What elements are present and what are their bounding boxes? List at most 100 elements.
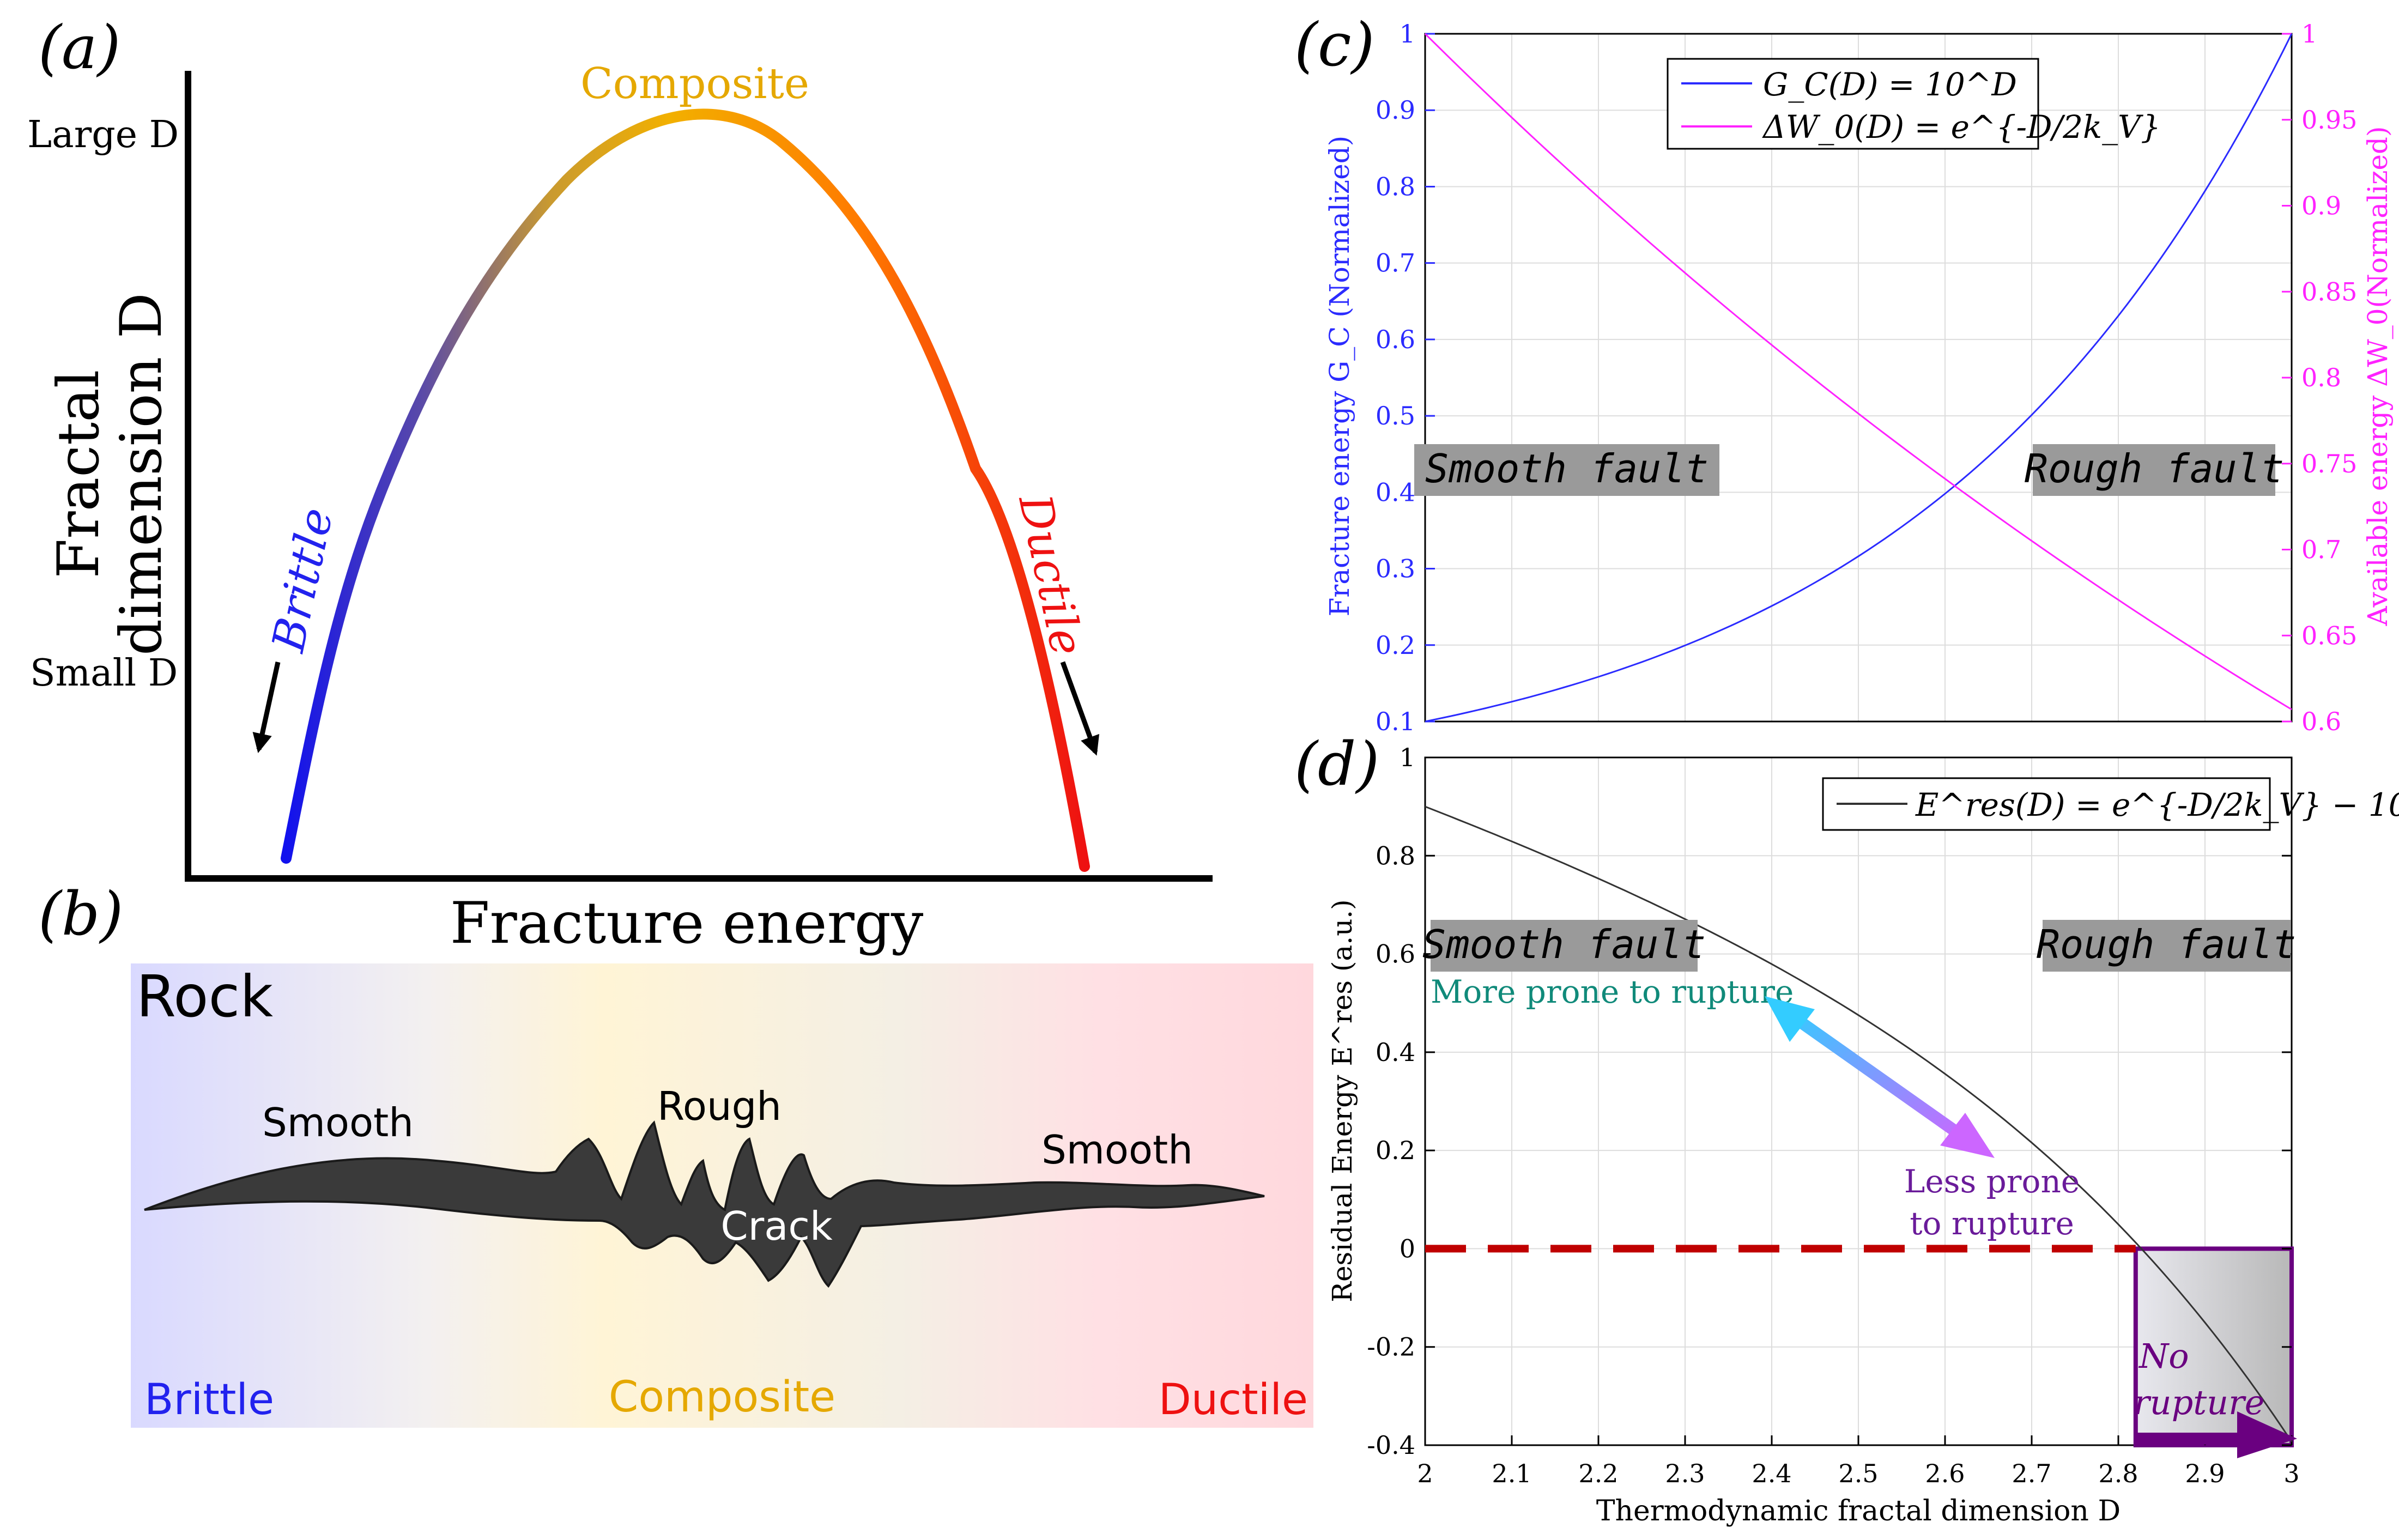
- panel-a-ylabel-line1: Fractal: [45, 370, 112, 579]
- panel-d-ylabel: Residual Energy E^res (a.u.): [1326, 899, 1358, 1302]
- panel-c-legend-box: [1667, 58, 2039, 150]
- rough-fault-box-d: [2043, 920, 2291, 972]
- less-prone-label-line1: Less prone: [1904, 1163, 2080, 1200]
- panel-a-label: (a): [38, 13, 120, 82]
- panel-c-right-ticks: 0.6 0.65 0.7 0.75 0.8 0.85 0.9 0.95 1: [2282, 19, 2357, 736]
- tick-label-left: 0.1: [1376, 707, 1415, 736]
- less-prone-label-line2: to rupture: [1910, 1205, 2074, 1242]
- tick-label-y: 0.2: [1376, 1136, 1415, 1165]
- tick-label-right: 0.9: [2301, 191, 2341, 221]
- tick-label-left: 0.9: [1376, 95, 1415, 125]
- prone-arrow-head-down: [1940, 1113, 1995, 1158]
- legend-dw-text: ΔW_0(D) = e^{-D/2k_V}: [1762, 108, 2161, 145]
- rough-fault-label-c: Rough fault: [2025, 446, 2285, 492]
- tick-label-x: 2.4: [1752, 1459, 1791, 1488]
- smooth-left-label: Smooth: [262, 1100, 414, 1145]
- ductile-arrow: [1060, 661, 1100, 756]
- brittle-arrow: [252, 662, 281, 754]
- panel-b: (b) Rock Smooth Rough Smooth Crack Britt…: [38, 879, 1313, 1428]
- smooth-right-label: Smooth: [1041, 1127, 1193, 1173]
- legend-gc-text: G_C(D) = 10^D: [1763, 66, 2017, 103]
- panel-b-label: (b): [38, 879, 123, 949]
- tick-label-right: 0.7: [2301, 535, 2341, 565]
- tick-label-x: 2.3: [1665, 1459, 1705, 1488]
- tick-label-x: 2.1: [1492, 1459, 1531, 1488]
- tick-label-y: 0: [1400, 1234, 1415, 1263]
- tick-label-y: 0.4: [1376, 1038, 1415, 1067]
- tick-label-x: 2.8: [2098, 1459, 2138, 1488]
- tick-label-left: 0.5: [1376, 401, 1415, 431]
- no-rupture-arrow-head: [2237, 1411, 2297, 1458]
- panel-d-label: (d): [1294, 729, 1379, 799]
- crack-shape: [144, 1120, 1265, 1288]
- tick-label-x: 2.7: [2012, 1459, 2051, 1488]
- composite-bottom-label: Composite: [609, 1373, 835, 1422]
- tick-label-right: 0.6: [2301, 707, 2341, 736]
- prone-arrow-shaft: [1779, 1005, 1976, 1148]
- tick-label-x: 2.9: [2185, 1459, 2225, 1488]
- small-d-label: Small D: [30, 652, 178, 695]
- panel-d: (d) 2 2.1 2.2 2.3 2.4 2.5 2.6 2.7 2.8 2.9 3 -0.4 -0.…: [1294, 729, 2399, 1527]
- fractal-curve: [281, 108, 1090, 872]
- no-rupture-region: [2133, 1246, 2294, 1447]
- tick-label-y: 0.6: [1376, 939, 1415, 969]
- tick-label-right: 0.95: [2301, 105, 2357, 135]
- tick-label-y: 0.8: [1376, 841, 1415, 870]
- panel-c-label: (c): [1294, 10, 1374, 80]
- tick-label-left: 0.6: [1376, 325, 1415, 354]
- tick-label-x: 2.6: [1925, 1459, 1965, 1488]
- panel-c-ylabel-left: Fracture energy G_C (Normalized): [1324, 136, 1355, 617]
- series-eres-line: [1425, 805, 2293, 1442]
- rough-label: Rough: [657, 1083, 782, 1129]
- panel-d-ticks: 2 2.1 2.2 2.3 2.4 2.5 2.6 2.7 2.8 2.9 3 -0.4 -0.2 0 0.…: [1367, 743, 2299, 1488]
- tick-label-left: 0.3: [1376, 554, 1415, 584]
- composite-label: Composite: [580, 59, 809, 108]
- tick-label-left: 0.8: [1376, 172, 1415, 201]
- tick-label-x: 2.5: [1838, 1459, 1878, 1488]
- tick-label-right: 1: [2301, 19, 2317, 48]
- large-d-label: Large D: [27, 113, 179, 156]
- ductile-bottom-label: Ductile: [1159, 1375, 1308, 1424]
- panel-c-legend: G_C(D) = 10^D ΔW_0(D) = e^{-D/2k_V}: [1667, 58, 2161, 150]
- panel-c-ylabel-right: Available energy ΔW_0(Normalized): [2362, 126, 2394, 626]
- smooth-fault-box-d: [1431, 920, 1698, 972]
- panel-c: (c) 0.1 0.2 0.3 0.4 0.5 0.6 0.7 0.8 0.9 1 0.6 0.65…: [1294, 10, 2394, 736]
- rough-fault-box-c: [2033, 444, 2275, 496]
- tick-label-right: 0.75: [2301, 449, 2357, 478]
- panel-d-legend: E^res(D) = e^{-D/2k_V} − 10^D: [1822, 777, 2399, 831]
- panel-d-grid: [1425, 757, 2292, 1446]
- tick-label-left: 0.7: [1376, 248, 1415, 278]
- no-rupture-label-line1: No: [2138, 1336, 2189, 1376]
- crack-label: Crack: [720, 1203, 833, 1249]
- tick-label-y: -0.4: [1367, 1430, 1415, 1460]
- panel-d-xlabel: Thermodynamic fractal dimension D: [1596, 1495, 2121, 1527]
- tick-label-right: 0.8: [2301, 363, 2341, 392]
- tick-label-y: 1: [1400, 743, 1415, 772]
- series-gc-line: [1425, 33, 2293, 723]
- tick-label-x: 2.2: [1578, 1459, 1618, 1488]
- series-dw-line: [1424, 33, 2292, 711]
- panel-a-ylabel-line2: dimension D: [108, 293, 174, 656]
- tick-label-left: 1: [1400, 19, 1415, 48]
- legend-eres-text: E^res(D) = e^{-D/2k_V} − 10^D: [1915, 786, 2399, 823]
- panel-a: (a) Fractal dimension D Fracture energy …: [27, 13, 1213, 956]
- smooth-fault-label-c: Smooth fault: [1425, 446, 1709, 492]
- rough-fault-label-d: Rough fault: [2037, 921, 2297, 967]
- tick-label-left: 0.2: [1376, 630, 1415, 660]
- prone-arrow-head-up: [1765, 996, 1815, 1042]
- rock-label: Rock: [136, 963, 273, 1030]
- tick-label-y: -0.2: [1367, 1332, 1415, 1362]
- panel-a-ylabel: Fractal dimension D: [45, 293, 174, 656]
- tick-label-x: 3: [2283, 1459, 2299, 1488]
- more-prone-label: More prone to rupture: [1431, 973, 1794, 1010]
- smooth-fault-box-c: [1414, 444, 1719, 496]
- smooth-fault-label-d: Smooth fault: [1422, 921, 1706, 967]
- tick-label-x: 2: [1417, 1459, 1433, 1488]
- panel-a-xlabel: Fracture energy: [450, 890, 924, 956]
- tick-label-right: 0.65: [2301, 621, 2357, 650]
- panel-c-left-ticks: 0.1 0.2 0.3 0.4 0.5 0.6 0.7 0.8 0.9 1: [1376, 19, 1435, 736]
- tick-label-left: 0.4: [1376, 477, 1415, 507]
- tick-label-right: 0.85: [2301, 277, 2357, 306]
- brittle-bottom-label: Brittle: [144, 1375, 274, 1424]
